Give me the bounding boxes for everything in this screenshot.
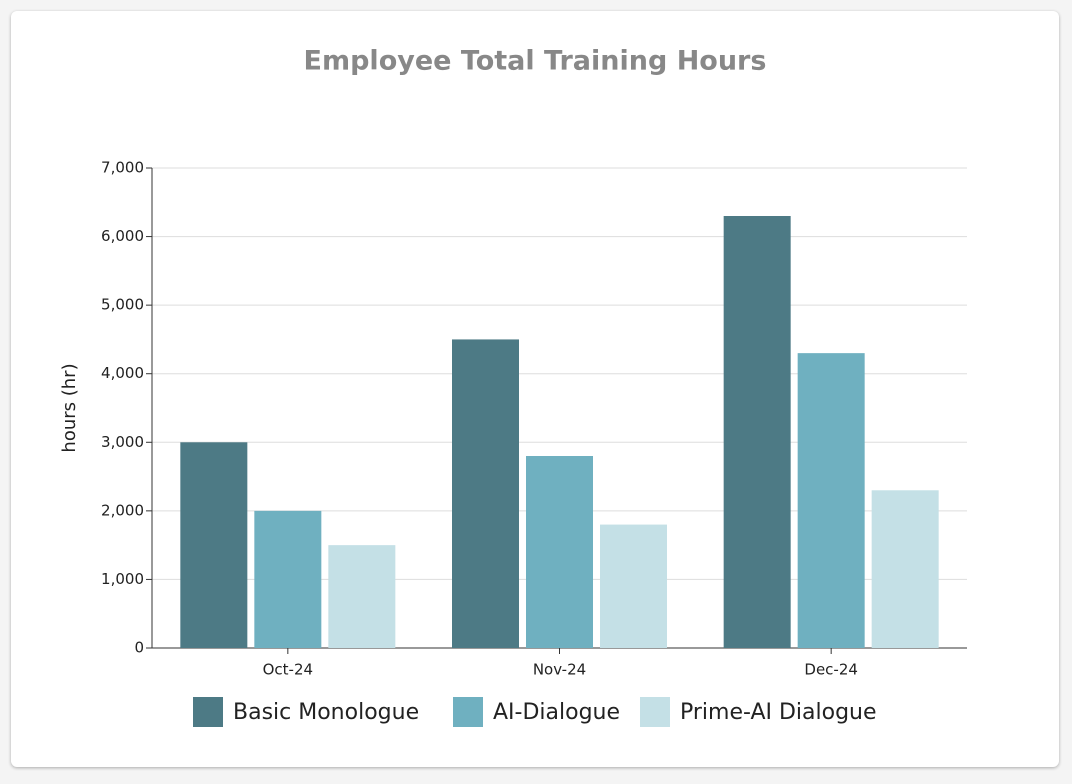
legend-label: Prime-AI Dialogue bbox=[680, 700, 877, 725]
bar bbox=[254, 510, 322, 648]
y-tick-label: 3,000 bbox=[101, 433, 144, 451]
y-tick-label: 6,000 bbox=[101, 227, 144, 245]
bar bbox=[180, 442, 248, 648]
bar bbox=[452, 339, 519, 648]
y-tick-label: 5,000 bbox=[101, 296, 144, 314]
x-tick-label: Dec-24 bbox=[804, 661, 858, 679]
y-tick-label: 7,000 bbox=[101, 159, 144, 177]
bar bbox=[526, 456, 593, 648]
bar bbox=[328, 545, 396, 648]
legend-swatch bbox=[193, 697, 223, 727]
y-tick-label: 2,000 bbox=[101, 501, 144, 519]
y-tick-label: 0 bbox=[134, 639, 144, 657]
y-tick-label: 4,000 bbox=[101, 364, 144, 382]
x-tick-label: Oct-24 bbox=[263, 661, 313, 679]
bar bbox=[723, 216, 791, 648]
y-tick-label: 1,000 bbox=[101, 570, 144, 588]
bar bbox=[600, 524, 667, 648]
y-axis-label: hours (hr) bbox=[59, 363, 80, 452]
legend-label: AI-Dialogue bbox=[493, 700, 620, 725]
legend-swatch bbox=[640, 697, 670, 727]
bar bbox=[797, 353, 865, 648]
x-tick-label: Nov-24 bbox=[533, 661, 586, 679]
legend-swatch bbox=[453, 697, 483, 727]
chart-title: Employee Total Training Hours bbox=[304, 46, 767, 77]
bar bbox=[871, 490, 939, 648]
legend-label: Basic Monologue bbox=[233, 700, 419, 725]
